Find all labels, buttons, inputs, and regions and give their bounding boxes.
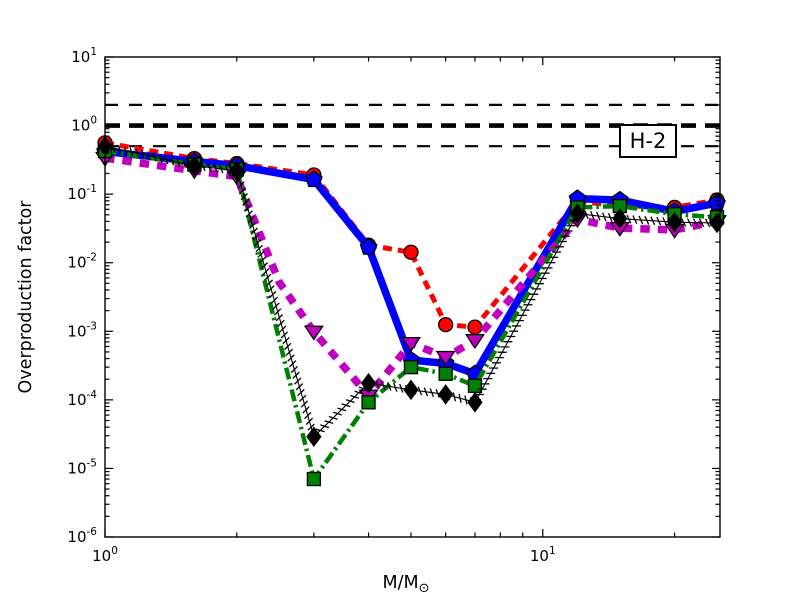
h2-annotation-label: H-2 — [629, 129, 667, 153]
series-black-diamonds — [97, 135, 725, 448]
svg-text:10-5: 10-5 — [67, 457, 97, 477]
y-axis-label: Overproduction factor — [16, 200, 36, 394]
svg-text:10-2: 10-2 — [67, 252, 97, 272]
svg-text:101: 101 — [530, 545, 556, 565]
x-axis-label: M/M⊙ — [383, 573, 430, 596]
svg-text:10-6: 10-6 — [67, 526, 97, 546]
svg-text:101: 101 — [71, 46, 97, 66]
svg-text:100: 100 — [71, 115, 97, 135]
svg-text:10-4: 10-4 — [67, 389, 97, 409]
svg-text:100: 100 — [92, 545, 118, 565]
svg-text:10-3: 10-3 — [67, 320, 97, 340]
h2-annotation-box: H-2 — [619, 124, 677, 158]
series-green-squares — [97, 143, 725, 487]
plot-border — [104, 56, 721, 538]
chart-render-root: 100 101 101 100 10-1 10-2 10-3 10-4 10-5 10-6 — [67, 46, 727, 565]
axis-ticks — [104, 56, 720, 538]
tick-labels: 100 101 101 100 10-1 10-2 10-3 10-4 10-5 10-6 — [67, 46, 555, 565]
svg-text:10-1: 10-1 — [67, 183, 97, 203]
reference-lines — [105, 103, 720, 148]
